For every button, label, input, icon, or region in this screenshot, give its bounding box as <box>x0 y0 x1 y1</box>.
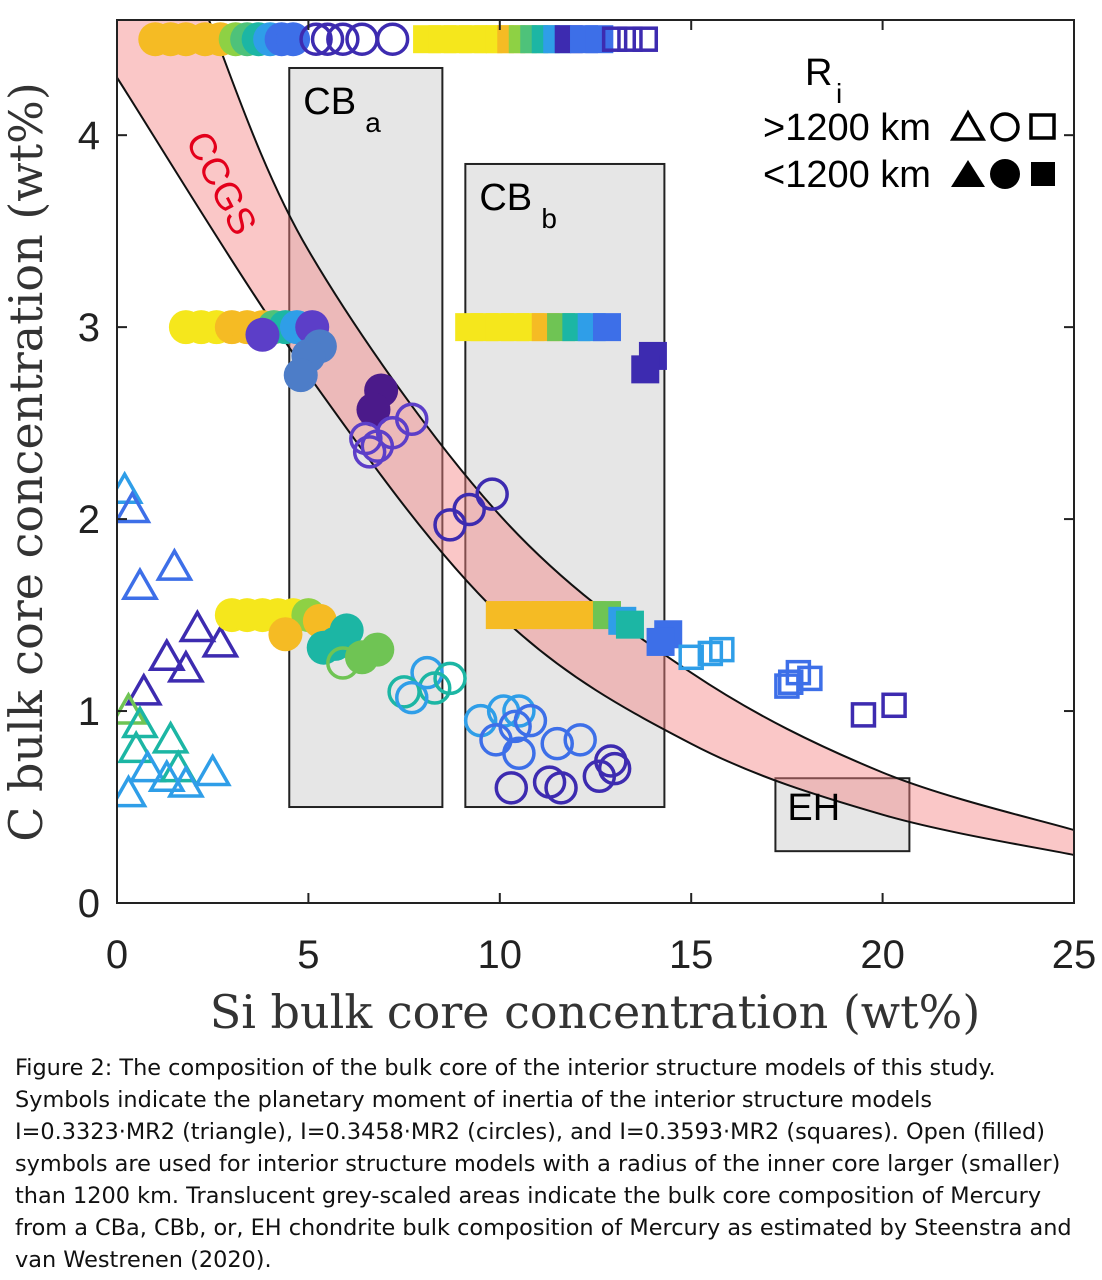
data-point-triangle-open <box>147 637 186 672</box>
data-point-square-open <box>709 636 735 663</box>
y-tick-label: 0 <box>78 882 100 926</box>
data-point-square-filled <box>646 627 675 656</box>
x-axis-title: Si bulk core concentration (wt%) <box>210 985 981 1039</box>
legend-open-circle-icon <box>990 112 1020 142</box>
data-point-circle-open <box>513 703 548 738</box>
region-box-2 <box>774 777 911 853</box>
y-tick-label: 2 <box>78 498 100 542</box>
y-tick-label: 1 <box>78 690 100 734</box>
data-point-triangle-open <box>117 489 152 524</box>
data-point-circle-open <box>502 736 536 771</box>
data-point-square-open <box>797 665 823 692</box>
legend-title: R <box>805 52 832 94</box>
legend: R i >1200 km <1200 km <box>763 52 1056 196</box>
legend-filled-circle-icon <box>990 159 1020 189</box>
data-point-square-filled <box>615 610 644 639</box>
legend-row-open-label: >1200 km <box>763 107 931 149</box>
data-point-circle-open <box>410 655 444 690</box>
data-point-circle-filled <box>276 22 311 57</box>
x-tick-label: 15 <box>669 933 714 977</box>
data-point-triangle-open <box>151 720 190 754</box>
data-point-circle-open <box>352 435 387 469</box>
data-point-circle-open <box>540 726 574 761</box>
x-tick-label: 10 <box>478 933 523 977</box>
data-point-triangle-open <box>166 764 205 798</box>
ccgs-upper-curve <box>207 20 1074 832</box>
data-point-circle-open <box>494 771 529 805</box>
data-point-triangle-open <box>178 608 217 643</box>
data-point-square-open <box>617 26 643 52</box>
ccgs-lower-curve <box>117 77 1074 856</box>
data-point-square-filled <box>592 313 621 342</box>
legend-open-square-icon <box>1029 113 1056 140</box>
region-label-1: CB <box>479 177 532 219</box>
x-tick-label: 20 <box>860 933 905 977</box>
data-point-triangle-open <box>120 704 159 739</box>
data-point-triangle-open <box>155 547 194 581</box>
data-point-circle-filled <box>283 358 318 393</box>
legend-open-triangle-icon <box>949 109 987 141</box>
figure-caption: Figure 2: The composition of the bulk co… <box>15 1055 1072 1273</box>
data-point-triangle-open <box>117 729 156 764</box>
data-point-square-open <box>632 26 659 52</box>
data-point-triangle-open <box>120 566 159 601</box>
data-point-circle-filled <box>344 640 379 675</box>
data-point-triangle-open <box>193 752 232 787</box>
data-point-circle-open <box>326 22 360 56</box>
data-point-circle-filled <box>356 392 391 427</box>
legend-title-sub: i <box>836 78 842 109</box>
data-point-square-open <box>678 644 704 671</box>
data-point-square-open <box>881 692 907 719</box>
data-point-circle-open <box>475 477 509 511</box>
legend-filled-triangle-icon <box>951 160 985 187</box>
data-point-square-open <box>777 669 804 695</box>
y-axis-title: C bulk core concentration (wt%) <box>0 82 53 842</box>
data-point-circle-filled <box>306 630 341 665</box>
data-point-circle-open <box>299 22 333 56</box>
data-point-triangle-open <box>117 774 148 808</box>
data-point-circle-filled <box>268 617 303 652</box>
data-point-square-filled <box>631 355 660 384</box>
data-point-circle-open <box>563 723 597 757</box>
data-point-square-open <box>601 26 628 52</box>
x-tick-label: 5 <box>297 933 319 977</box>
data-point-triangle-open <box>201 624 240 658</box>
data-point-circle-open <box>582 759 617 794</box>
data-point-circle-open <box>597 751 632 786</box>
region-box-1 <box>464 162 666 809</box>
data-point-triangle-open <box>128 749 167 783</box>
data-point-circle-open <box>387 675 421 709</box>
region-label-sub-0: a <box>365 107 381 138</box>
data-point-circle-open <box>395 680 429 715</box>
data-point-circle-open <box>310 22 345 56</box>
data-point-circle-filled <box>245 317 280 352</box>
x-tick-label: 0 <box>106 933 128 977</box>
data-point-triangle-open <box>166 649 205 683</box>
region-label-sub-1: b <box>541 203 557 234</box>
region-label-2: EH <box>787 787 840 829</box>
data-point-triangle-open <box>117 470 144 505</box>
data-point-square-open <box>850 702 877 728</box>
x-tick-label: 25 <box>1052 933 1097 977</box>
region-label-0: CB <box>303 81 356 123</box>
legend-filled-square-icon <box>1031 162 1055 186</box>
data-point-triangle-open <box>147 758 186 792</box>
plot-frame <box>116 19 1075 904</box>
ccgs-band-area <box>117 20 1074 856</box>
data-point-circle-open <box>502 694 536 728</box>
data-point-circle-open <box>433 508 467 542</box>
data-point-circle-open <box>360 429 395 463</box>
legend-row-filled-label: <1200 km <box>763 154 931 196</box>
data-point-circle-open <box>544 771 578 805</box>
data-point-circle-open <box>375 22 410 56</box>
data-point-triangle-open <box>124 672 163 706</box>
data-point-triangle-open <box>117 691 148 725</box>
data-point-circle-open <box>326 646 360 680</box>
y-tick-label: 3 <box>78 306 100 350</box>
y-tick-label: 4 <box>78 114 100 158</box>
